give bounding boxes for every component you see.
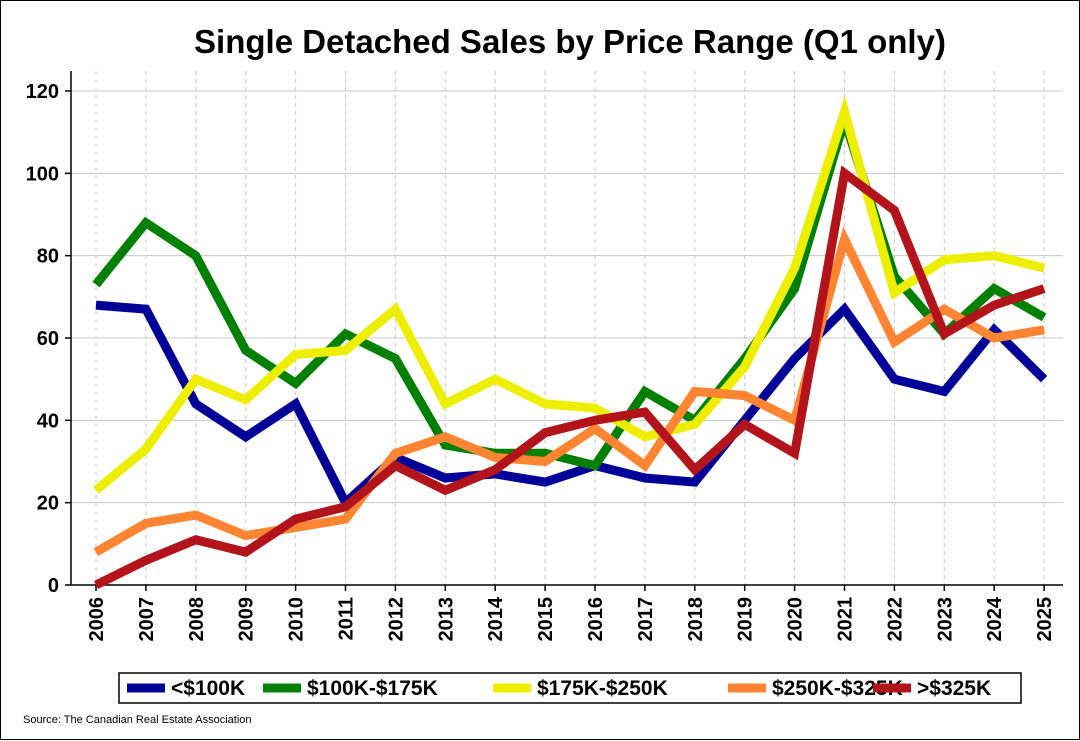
x-tick-label: 2025 (1034, 597, 1056, 642)
legend-label: <$100K (171, 677, 245, 700)
y-tick-label: 100 (26, 163, 59, 185)
axes: 0 20 40 60 80 100 120 2006 2007 2008 2009 2010 2011 2… (26, 71, 1063, 642)
y-tick-label: 80 (37, 246, 59, 268)
series-line-3 (93, 226, 1045, 556)
y-tick-label: 120 (26, 81, 59, 103)
legend-label: $175K-$250K (537, 677, 668, 700)
x-tick-label: 2014 (485, 596, 507, 641)
x-tick-label: 2010 (286, 597, 308, 642)
series-line-0 (95, 300, 1048, 511)
legend-label: >$325K (917, 677, 991, 700)
x-tick-label: 2017 (635, 597, 657, 642)
x-tick-label: 2022 (884, 597, 906, 642)
x-tick-label: 2009 (236, 597, 258, 642)
x-tick-label: 2016 (585, 597, 607, 642)
y-tick-label: 40 (37, 410, 59, 432)
x-tick-label: 2024 (984, 596, 1006, 641)
x-tick-label: 2018 (685, 597, 707, 642)
x-tick-label: 2020 (785, 597, 807, 642)
y-tick-label: 60 (37, 328, 59, 350)
x-tick-label: 2023 (934, 597, 956, 642)
series-lines (92, 95, 1048, 590)
y-tick-label: 0 (48, 575, 59, 597)
x-tick-label: 2012 (385, 597, 407, 642)
x-tick-label: 2006 (86, 597, 108, 642)
chart-title: Single Detached Sales by Price Range (Q1… (194, 23, 946, 60)
x-tick-label: 2007 (136, 597, 158, 642)
x-tick-label: 2021 (835, 597, 857, 642)
source-note: Source: The Canadian Real Estate Associa… (23, 714, 252, 726)
y-tick-label: 20 (37, 493, 59, 515)
x-tick-label: 2015 (535, 597, 557, 642)
series-line-4 (94, 165, 1046, 590)
legend-label: $250K-$325K (772, 677, 903, 700)
series-line-2 (93, 95, 1046, 494)
x-tick-label: 2019 (735, 597, 757, 642)
legend-label: $100K-$175K (307, 677, 438, 700)
x-tick-label: 2013 (435, 597, 457, 642)
x-tick-label: 2011 (336, 597, 358, 640)
legend: <$100K $100K-$175K $175K-$250K $250K-$325K >… (118, 672, 1022, 704)
grid (71, 71, 1063, 585)
x-tick-label: 2008 (186, 597, 208, 642)
